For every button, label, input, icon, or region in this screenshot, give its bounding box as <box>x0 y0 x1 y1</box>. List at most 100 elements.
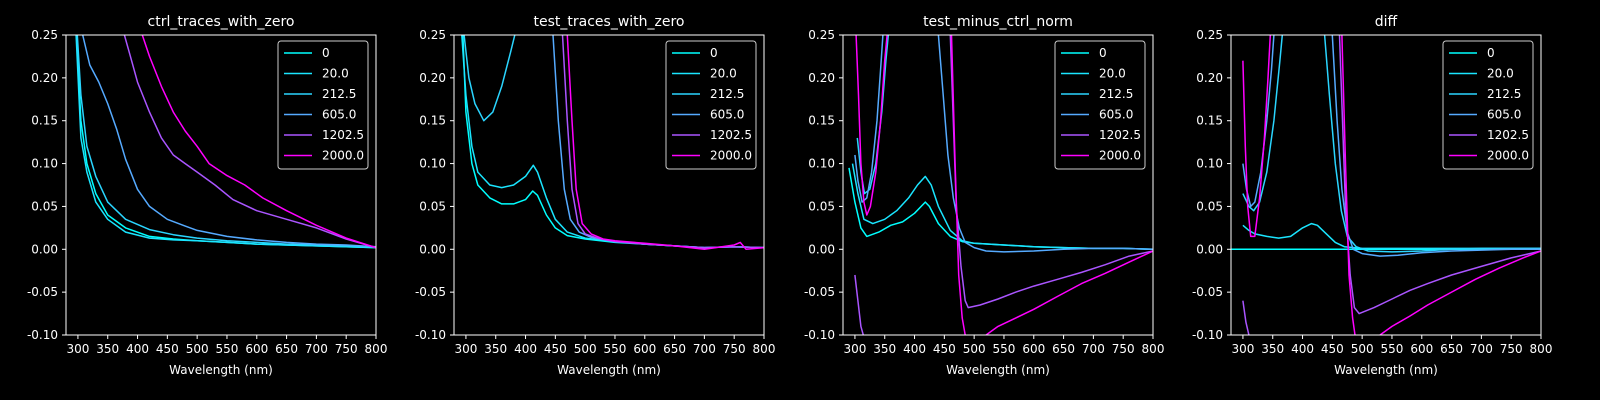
y-tick-label-2-0.25: 0.25 <box>419 28 446 42</box>
x-tick-label-3-600: 600 <box>1022 342 1045 356</box>
series-line-3-10 <box>985 250 1153 335</box>
x-tick-label-1-650: 650 <box>275 342 298 356</box>
x-tick-label-3-300: 300 <box>843 342 866 356</box>
series-line-2-3 <box>463 35 516 122</box>
legend-label-3-6: 2000.0 <box>1099 149 1141 163</box>
legend-label-1-1: 0 <box>322 46 330 60</box>
y-tick-label-4-0.05: 0.05 <box>1196 199 1223 213</box>
y-tick-label-3--0.1: -0.10 <box>804 328 835 342</box>
legend-label-4-3: 212.5 <box>1487 87 1521 101</box>
chart-panel-2: test_traces_with_zero Wavelength (nm) 30… <box>415 14 776 377</box>
y-tick-label-3-0: 0.00 <box>808 242 835 256</box>
x-tick-label-2-300: 300 <box>454 342 477 356</box>
x-tick-label-2-400: 400 <box>514 342 537 356</box>
legend-label-3-5: 1202.5 <box>1099 128 1141 142</box>
y-tick-label-1--0.05: -0.05 <box>27 285 58 299</box>
series-line-4-8 <box>1331 35 1541 257</box>
y-tick-label-4-0.15: 0.15 <box>1196 114 1223 128</box>
legend-label-3-4: 605.0 <box>1099 108 1133 122</box>
x-tick-label-3-450: 450 <box>933 342 956 356</box>
x-tick-label-4-600: 600 <box>1410 342 1433 356</box>
series-line-2-6 <box>566 35 764 251</box>
series-group-1 <box>75 35 376 249</box>
y-tick-label-2--0.1: -0.10 <box>415 328 446 342</box>
y-tick-label-2--0.05: -0.05 <box>415 285 446 299</box>
legend-label-1-5: 1202.5 <box>322 128 364 142</box>
y-tick-label-2-0.05: 0.05 <box>419 199 446 213</box>
y-tick-label-1-0.1: 0.10 <box>31 157 58 171</box>
x-tick-label-3-800: 800 <box>1142 342 1165 356</box>
x-tick-label-1-800: 800 <box>365 342 388 356</box>
series-line-3-2 <box>851 163 1153 251</box>
series-line-4-7 <box>1323 35 1541 253</box>
chart-panel-4: diff Wavelength (nm) 300 350 400 450 500 550 6… <box>1192 14 1553 377</box>
legend-label-4-2: 20.0 <box>1487 67 1514 81</box>
legend-4: 0 20.0 212.5 605.0 1202.5 2000.0 <box>1442 40 1534 170</box>
series-line-1-6 <box>141 35 376 249</box>
y-tick-label-3-0.1: 0.10 <box>808 157 835 171</box>
y-tick-label-3-0.15: 0.15 <box>808 114 835 128</box>
legend-label-4-5: 1202.5 <box>1487 128 1529 142</box>
chart-panel-1: ctrl_traces_with_zero Wavelength (nm) 30… <box>27 14 388 377</box>
x-tick-label-4-650: 650 <box>1440 342 1463 356</box>
series-group-4 <box>1231 35 1541 335</box>
x-tick-label-3-550: 550 <box>993 342 1016 356</box>
legend-label-4-6: 2000.0 <box>1487 149 1529 163</box>
series-line-4-10 <box>1341 35 1356 335</box>
axes-frame-4 <box>1230 34 1542 336</box>
axes-frame-3 <box>842 34 1154 336</box>
y-tick-label-3-0.25: 0.25 <box>808 28 835 42</box>
series-line-1-2 <box>75 35 376 249</box>
series-line-3-5 <box>854 274 865 335</box>
x-tick-label-3-650: 650 <box>1052 342 1075 356</box>
series-line-4-3 <box>1242 35 1284 212</box>
x-tick-label-4-800: 800 <box>1530 342 1553 356</box>
legend-label-1-4: 605.0 <box>322 108 356 122</box>
legend-label-4-4: 605.0 <box>1487 108 1521 122</box>
x-tick-label-4-300: 300 <box>1231 342 1254 356</box>
x-axis-label-4: Wavelength (nm) <box>1334 363 1438 377</box>
series-line-3-4 <box>854 35 884 203</box>
legend-label-2-6: 2000.0 <box>710 149 752 163</box>
x-tick-label-2-450: 450 <box>544 342 567 356</box>
series-line-4-11 <box>1379 250 1541 335</box>
series-group-3 <box>848 35 1153 335</box>
y-tick-label-4--0.05: -0.05 <box>1192 285 1223 299</box>
series-line-3-6 <box>855 35 888 216</box>
x-axis-label-2: Wavelength (nm) <box>557 363 661 377</box>
x-tick-label-1-350: 350 <box>96 342 119 356</box>
axes-frame-1 <box>65 34 377 336</box>
chart-title-1: ctrl_traces_with_zero <box>148 14 295 30</box>
legend-label-3-3: 212.5 <box>1099 87 1133 101</box>
series-line-1-4 <box>81 35 376 248</box>
legend-label-2-1: 0 <box>710 46 718 60</box>
y-tick-label-1-0.15: 0.15 <box>31 114 58 128</box>
x-tick-label-1-400: 400 <box>126 342 149 356</box>
y-tick-label-4-0: 0.00 <box>1196 242 1223 256</box>
legend-label-1-6: 2000.0 <box>322 149 364 163</box>
legend-label-3-1: 0 <box>1099 46 1107 60</box>
x-tick-label-2-800: 800 <box>753 342 776 356</box>
chart-title-2: test_traces_with_zero <box>534 14 685 30</box>
x-tick-label-1-300: 300 <box>66 342 89 356</box>
legend-label-3-2: 20.0 <box>1099 67 1126 81</box>
x-tick-label-2-350: 350 <box>484 342 507 356</box>
x-tick-label-4-500: 500 <box>1351 342 1374 356</box>
legend-label-1-2: 20.0 <box>322 67 349 81</box>
y-tick-label-3--0.05: -0.05 <box>804 285 835 299</box>
y-tick-label-3-0.2: 0.20 <box>808 71 835 85</box>
x-tick-label-3-350: 350 <box>873 342 896 356</box>
legend-label-4-1: 0 <box>1487 46 1495 60</box>
legend-3: 0 20.0 212.5 605.0 1202.5 2000.0 <box>1054 40 1146 170</box>
y-tick-label-2-0.1: 0.10 <box>419 157 446 171</box>
chart-title-3: test_minus_ctrl_norm <box>923 14 1073 30</box>
series-line-1-3 <box>76 35 376 248</box>
y-tick-label-2-0: 0.00 <box>419 242 446 256</box>
x-tick-label-4-700: 700 <box>1470 342 1493 356</box>
y-tick-label-3-0.05: 0.05 <box>808 199 835 213</box>
series-line-4-5 <box>1242 300 1250 335</box>
x-axis-label-3: Wavelength (nm) <box>946 363 1050 377</box>
legend-label-2-2: 20.0 <box>710 67 737 81</box>
series-group-2 <box>461 35 764 251</box>
